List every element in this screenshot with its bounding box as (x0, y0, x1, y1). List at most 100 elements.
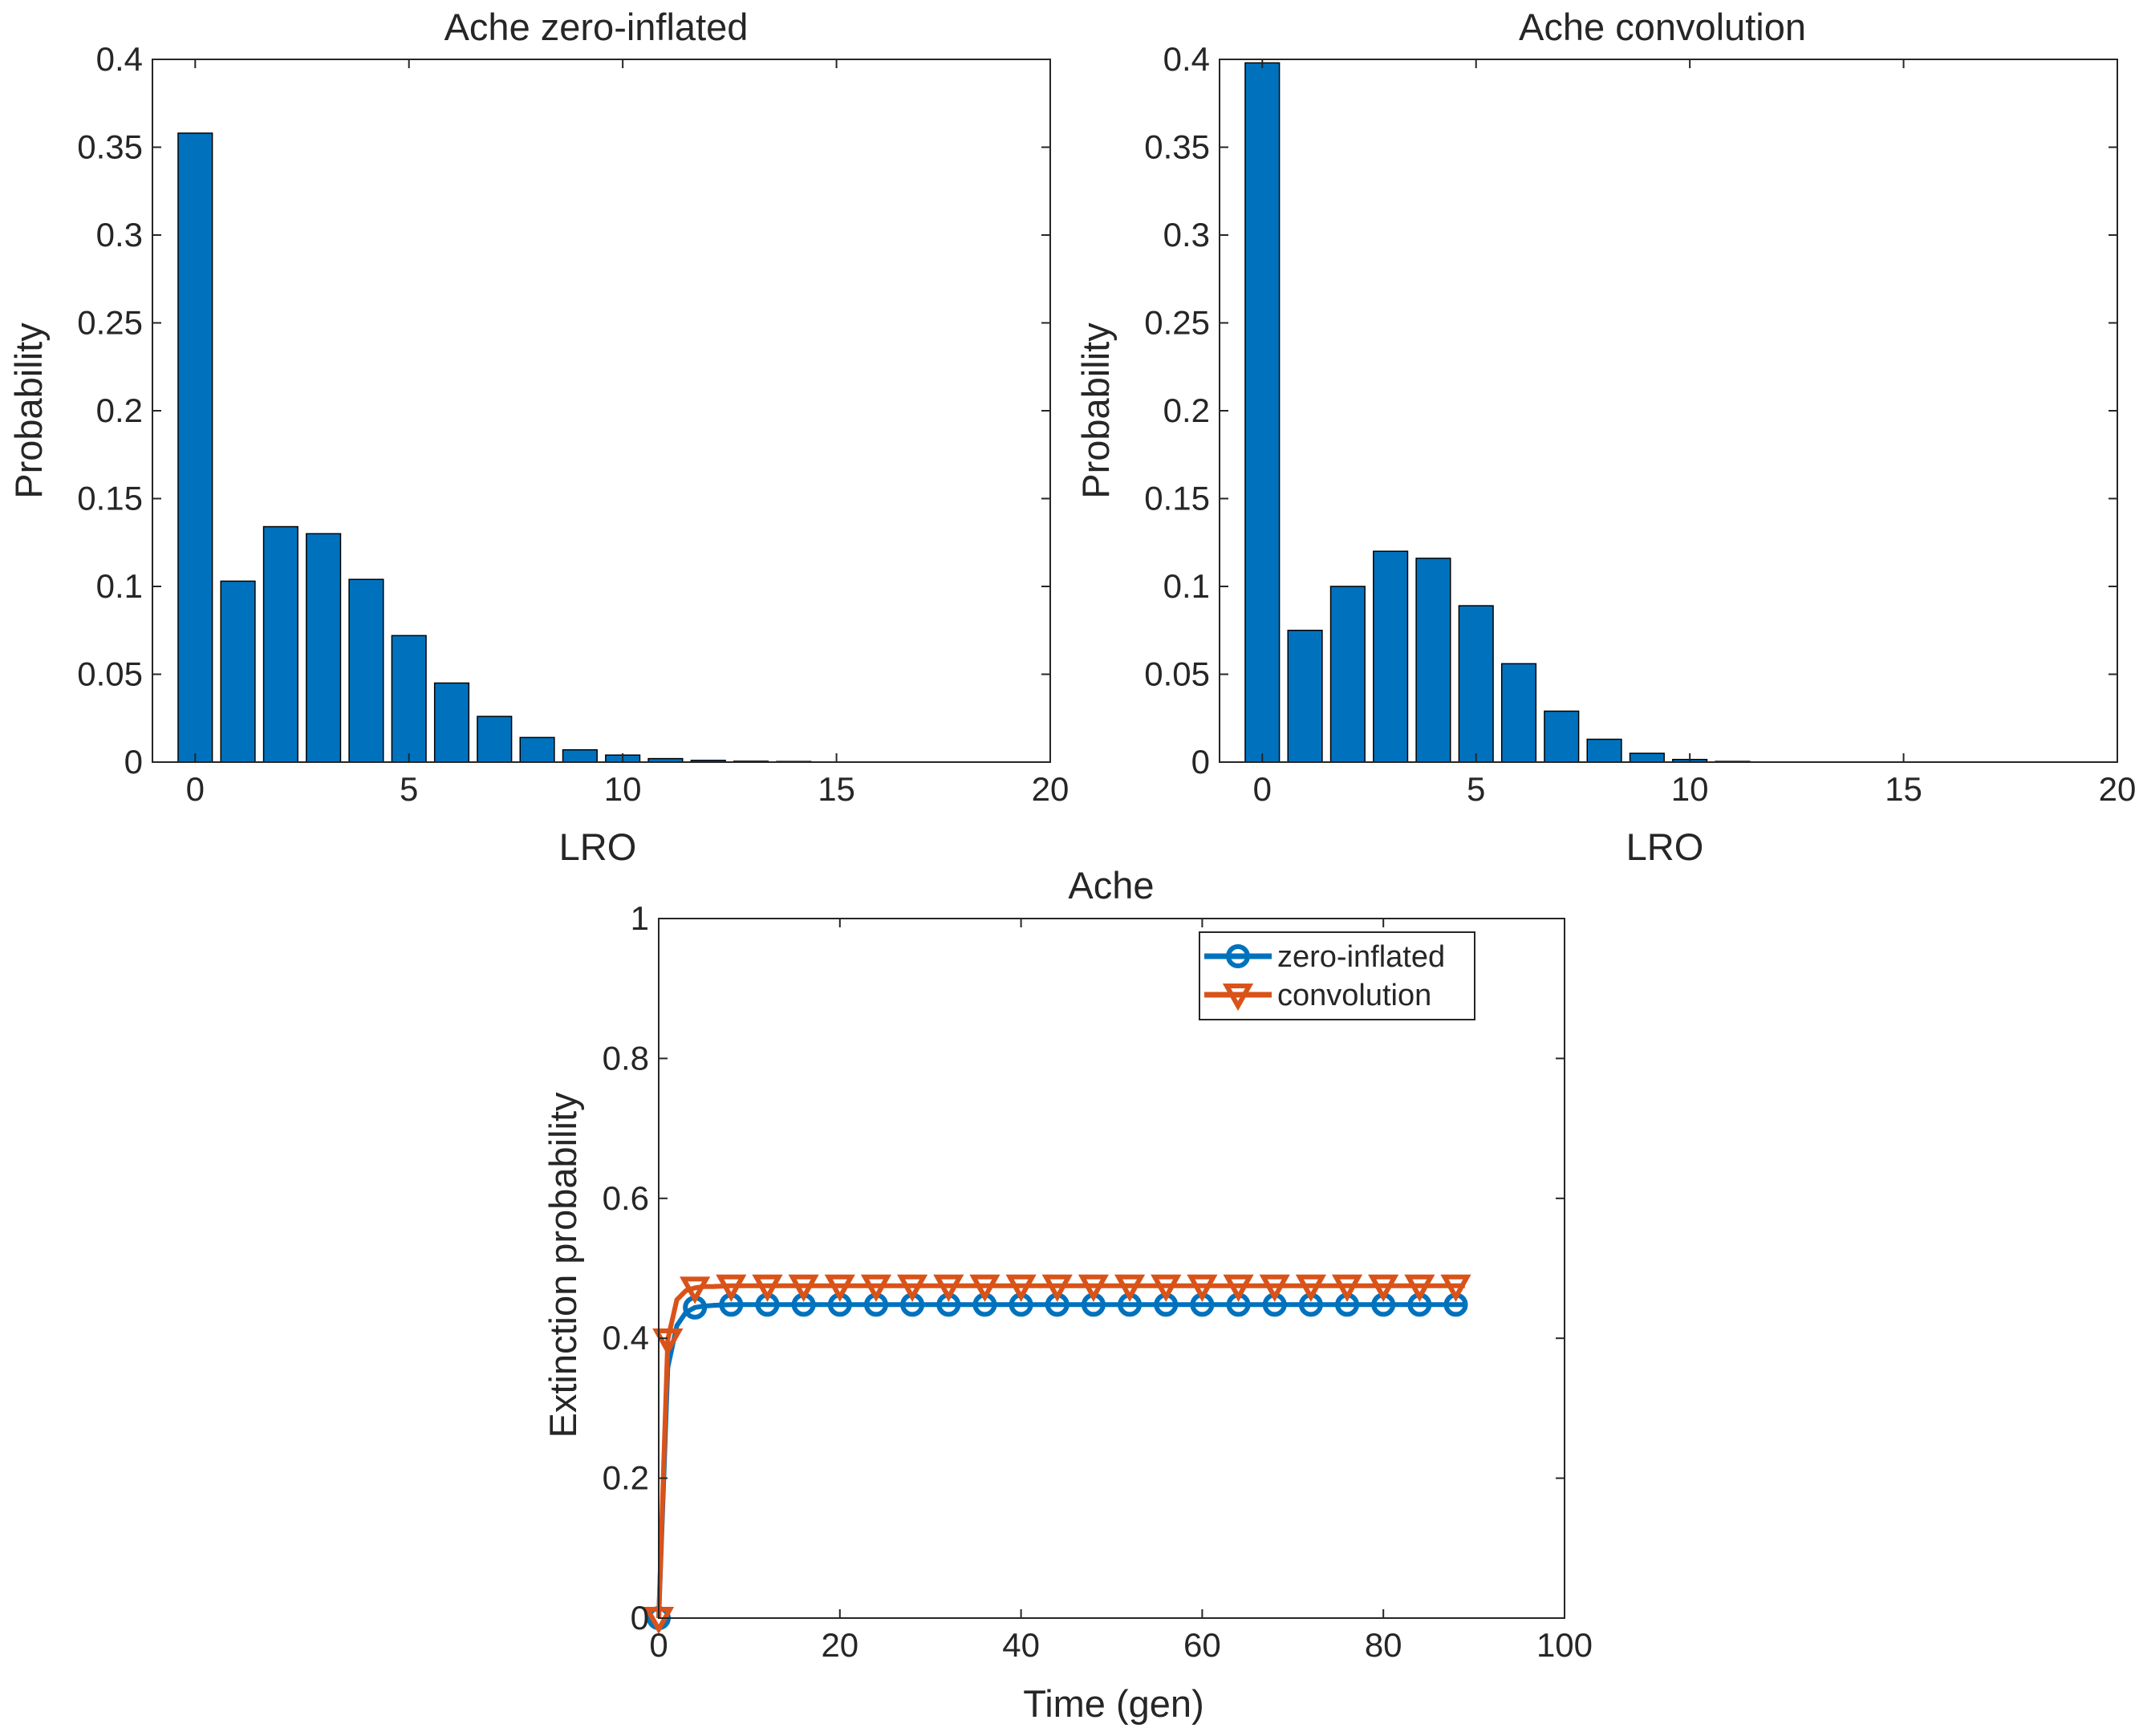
series-marker-convolution (716, 1274, 747, 1302)
y-tick-label: 0.2 (603, 1459, 649, 1497)
y-tick-label: 0.4 (603, 1319, 649, 1357)
bar (1287, 630, 1323, 763)
y-tick-label: 0 (124, 743, 143, 781)
y-tick-label: 0.05 (1144, 655, 1210, 693)
bar (177, 132, 213, 763)
legend-label-zero-inflated: zero-inflated (1277, 940, 1445, 974)
y-tick-label: 0.2 (1163, 391, 1210, 429)
x-tick-label: 15 (818, 770, 855, 808)
y-tick-label: 0.35 (77, 128, 143, 166)
x-ticks: 0 5 10 15 20 (1253, 59, 2137, 808)
y-tick-label: 0.6 (603, 1179, 649, 1217)
panel-ache-extinction: Ache Extinction probability Time (gen) 0… (542, 864, 1593, 1725)
y-tick-label: 0.4 (1163, 40, 1210, 78)
y-ticks: 0 0.05 0.1 0.15 0.2 0.25 0.3 0.35 0.4 (77, 40, 1050, 781)
series-line-convolution (656, 1283, 1465, 1619)
x-tick-label: 20 (2099, 770, 2137, 808)
bars (177, 132, 812, 763)
x-ticks: 0 5 10 15 20 (186, 59, 1070, 808)
bar (1586, 738, 1622, 763)
series-marker-convolution (860, 1274, 892, 1302)
bar (306, 533, 342, 763)
series-marker-convolution (933, 1274, 964, 1302)
y-tick-label: 0.1 (1163, 567, 1210, 605)
bar (1244, 62, 1281, 763)
bar (519, 736, 555, 763)
panel-ache-zero-inflated: Ache zero-inflated Probability LRO 0 5 10 1… (7, 6, 1069, 868)
series-marker-convolution (969, 1274, 1000, 1302)
x-tick-label: 20 (1032, 770, 1070, 808)
x-tick-label: 5 (400, 770, 418, 808)
x-tick-label: 40 (1002, 1626, 1040, 1664)
series-marker-convolution (1223, 1274, 1254, 1302)
y-tick-label: 0.3 (96, 216, 143, 254)
x-tick-label: 10 (1671, 770, 1709, 808)
x-tick-label: 100 (1536, 1626, 1593, 1664)
x-ticks: 0 20 40 60 80 100 (649, 919, 1593, 1664)
series-marker-convolution (752, 1274, 783, 1302)
bar (1458, 605, 1494, 763)
series-marker-convolution (1331, 1274, 1363, 1302)
series-marker-convolution (1368, 1274, 1399, 1302)
x-axis-label: Time (gen) (1023, 1682, 1203, 1725)
bar (433, 682, 470, 763)
series-marker-convolution (788, 1274, 819, 1302)
plot-frame (658, 918, 1565, 1619)
bar (262, 525, 298, 763)
plot-frame (152, 59, 1051, 763)
x-tick-label: 0 (1253, 770, 1272, 808)
series-marker-convolution (824, 1274, 855, 1302)
series-marker-convolution (1151, 1274, 1182, 1302)
series-marker-convolution (1114, 1274, 1146, 1302)
series-marker-convolution (1295, 1274, 1326, 1302)
y-tick-label: 0.05 (77, 655, 143, 693)
y-tick-label: 0.35 (1144, 128, 1210, 166)
legend: zero-inflated convolution (1199, 931, 1475, 1020)
x-tick-label: 15 (1885, 770, 1922, 808)
y-tick-label: 1 (631, 899, 649, 937)
series-marker-convolution (1404, 1274, 1435, 1302)
x-tick-label: 20 (821, 1626, 858, 1664)
y-tick-label: 0.1 (96, 567, 143, 605)
y-tick-label: 0 (1191, 743, 1210, 781)
bar (348, 578, 384, 763)
bar (220, 580, 256, 763)
series-marker-convolution (897, 1274, 928, 1302)
plot-frame (1219, 59, 2118, 763)
chart-title: Ache zero-inflated (444, 6, 749, 48)
x-tick-label: 80 (1365, 1626, 1402, 1664)
bar (1415, 558, 1451, 763)
series-marker-convolution (1259, 1274, 1290, 1302)
series-marker-convolution (680, 1276, 711, 1304)
y-tick-label: 0.15 (77, 480, 143, 517)
y-axis-label: Extinction probability (542, 1092, 584, 1438)
y-tick-label: 0.3 (1163, 216, 1210, 254)
series-marker-convolution (1187, 1274, 1218, 1302)
y-tick-label: 0 (631, 1599, 649, 1637)
series-marker-convolution (1078, 1274, 1110, 1302)
y-tick-label: 0.2 (96, 391, 143, 429)
y-tick-label: 0.25 (1144, 304, 1210, 342)
y-ticks: 0 0.2 0.4 0.6 0.8 1 (603, 899, 1565, 1637)
series-marker-convolution (652, 1328, 684, 1357)
bar (1629, 752, 1665, 763)
x-tick-label: 60 (1183, 1626, 1221, 1664)
x-tick-label: 0 (649, 1626, 668, 1664)
bar (477, 716, 513, 763)
bar (391, 635, 427, 763)
y-tick-label: 0.4 (96, 40, 143, 78)
x-tick-label: 0 (186, 770, 205, 808)
x-tick-label: 10 (604, 770, 642, 808)
series (643, 1274, 1471, 1635)
chart-title: Ache convolution (1519, 6, 1806, 48)
y-ticks: 0 0.05 0.1 0.15 0.2 0.25 0.3 0.35 0.4 (1144, 40, 2117, 781)
bar (562, 748, 598, 763)
bar (1329, 586, 1366, 763)
legend-marker-zero-inflated (1226, 944, 1250, 968)
panel-ache-convolution: Ache convolution Probability LRO 0 5 10 15 2… (1074, 6, 2136, 868)
y-tick-label: 0.25 (77, 304, 143, 342)
series-marker-convolution (1440, 1274, 1471, 1302)
y-tick-label: 0.8 (603, 1039, 649, 1077)
chart-title: Ache (1068, 864, 1154, 907)
